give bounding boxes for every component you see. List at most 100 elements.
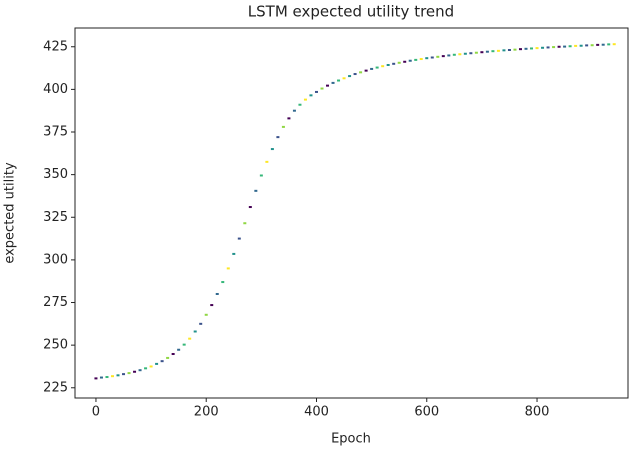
point	[237, 237, 241, 240]
point	[596, 43, 600, 46]
point	[226, 267, 230, 270]
point	[342, 77, 346, 80]
point	[530, 47, 534, 50]
x-tick-label: 400	[304, 405, 329, 420]
point	[155, 362, 159, 365]
point	[110, 375, 114, 378]
point	[518, 48, 522, 51]
point	[458, 53, 462, 56]
point	[568, 45, 572, 48]
point	[265, 160, 269, 163]
point	[574, 44, 578, 47]
point	[441, 55, 445, 58]
point	[513, 48, 517, 51]
chart-title: LSTM expected utility trend	[248, 3, 454, 21]
point	[254, 189, 258, 192]
point	[221, 281, 225, 284]
y-tick-label: 425	[43, 39, 68, 54]
point	[309, 94, 313, 97]
point	[579, 44, 583, 47]
point	[403, 60, 407, 63]
point	[337, 79, 341, 82]
point	[452, 53, 456, 56]
point	[496, 49, 500, 52]
point	[188, 337, 192, 340]
point	[474, 51, 478, 54]
point	[243, 222, 247, 225]
point	[331, 81, 335, 84]
point	[507, 48, 511, 51]
point	[298, 103, 302, 106]
point	[370, 67, 374, 70]
point	[386, 64, 390, 66]
point	[524, 47, 528, 50]
point	[541, 46, 545, 49]
point	[171, 353, 175, 356]
point	[248, 206, 252, 209]
y-tick-label: 375	[43, 125, 68, 140]
point	[557, 45, 561, 48]
point	[270, 148, 274, 151]
plot-frame	[74, 27, 629, 399]
x-tick-label: 800	[525, 405, 550, 420]
point	[232, 252, 236, 255]
point	[353, 73, 357, 76]
point	[364, 69, 368, 72]
point	[491, 50, 495, 53]
point	[122, 373, 126, 376]
point	[601, 43, 605, 46]
point	[612, 43, 616, 46]
point	[480, 51, 484, 54]
point	[552, 46, 556, 49]
point	[320, 87, 324, 90]
point	[94, 377, 98, 380]
x-tick-label: 600	[414, 405, 439, 420]
point	[287, 117, 291, 120]
point	[546, 46, 550, 49]
point	[105, 376, 109, 379]
point	[276, 136, 280, 139]
point	[414, 58, 418, 61]
y-tick-label: 300	[43, 252, 68, 267]
point	[166, 356, 170, 359]
point	[397, 61, 401, 64]
y-tick-label: 250	[43, 338, 68, 353]
point	[463, 52, 467, 55]
point	[303, 98, 307, 101]
y-tick-label: 400	[43, 82, 68, 97]
y-tick-label: 275	[43, 295, 68, 310]
point	[314, 90, 318, 93]
point	[138, 369, 142, 372]
y-tick-label: 225	[43, 380, 68, 395]
point	[127, 372, 131, 375]
point	[375, 66, 379, 69]
point	[348, 75, 352, 78]
point	[408, 59, 412, 62]
point	[607, 43, 611, 46]
point	[182, 343, 186, 346]
point	[144, 367, 148, 370]
point	[149, 365, 153, 368]
point	[99, 376, 103, 379]
point	[204, 313, 208, 316]
x-tick-label: 0	[92, 405, 100, 420]
point	[585, 44, 589, 47]
point	[177, 348, 181, 351]
point	[133, 370, 137, 373]
x-axis-label: Epoch	[331, 432, 371, 447]
point	[563, 45, 567, 48]
point	[160, 360, 164, 363]
point	[281, 125, 285, 128]
y-tick-label: 325	[43, 210, 68, 225]
point	[210, 304, 214, 307]
point	[590, 44, 594, 47]
point	[392, 62, 396, 65]
point	[193, 330, 197, 333]
point	[215, 292, 219, 295]
point	[116, 374, 120, 377]
point	[381, 65, 385, 68]
point	[436, 55, 440, 58]
x-tick-label: 200	[194, 405, 219, 420]
point	[485, 50, 489, 53]
